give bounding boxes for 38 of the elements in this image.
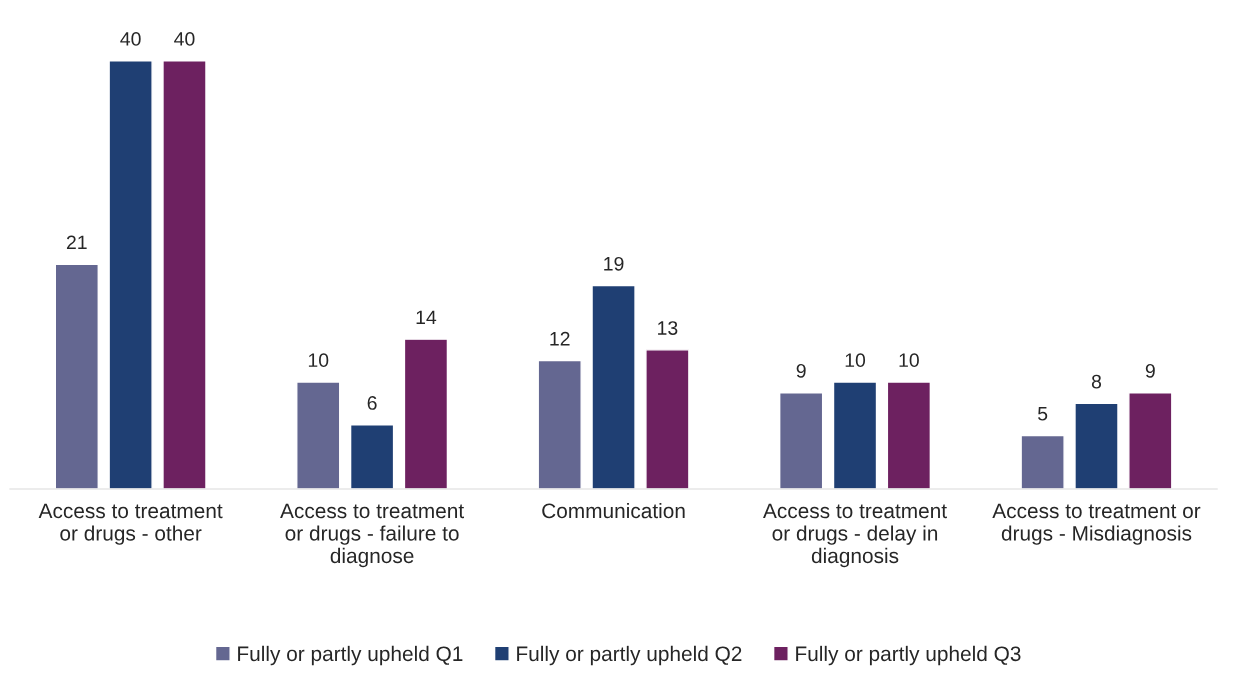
- bar: [886, 381, 932, 490]
- data-label: 13: [658, 321, 678, 335]
- legend-label: Fully or partly upheld Q2: [517, 645, 742, 666]
- bar: [832, 381, 878, 490]
- bar: [1074, 402, 1119, 490]
- data-label: 9: [1145, 363, 1155, 378]
- data-label: 14: [416, 310, 437, 325]
- x-tick-label: Access to treatment or drugs - Misdiagnosis: [992, 503, 1201, 545]
- legend-label: Fully or partly upheld Q3: [796, 645, 1021, 666]
- data-label: 21: [66, 235, 87, 250]
- data-label: 19: [604, 256, 624, 271]
- x-tick-label: Access to treatment or drugs - delay in diagnosis: [763, 503, 947, 568]
- bar: [1020, 434, 1065, 490]
- data-label: 9: [796, 363, 806, 378]
- x-tick-label: Communication: [542, 502, 685, 519]
- data-label: 10: [308, 353, 329, 368]
- data-label: 6: [367, 396, 377, 410]
- bar: [645, 349, 690, 490]
- legend-label: Fully or partly upheld Q1: [238, 645, 463, 666]
- bar: [108, 60, 153, 490]
- bar: [591, 284, 636, 490]
- bar: [403, 338, 449, 490]
- bar: [1128, 391, 1173, 490]
- x-tick-label: Access to treatment or drugs - failure to diagnose: [280, 503, 464, 568]
- bar: [162, 60, 207, 490]
- data-label: 8: [1091, 374, 1102, 389]
- data-label: 10: [845, 353, 866, 368]
- data-label: 10: [899, 353, 919, 368]
- bar: [537, 359, 582, 490]
- bar: [778, 391, 824, 490]
- data-label: 40: [174, 32, 195, 46]
- bar: [349, 424, 395, 490]
- data-label: 5: [1038, 407, 1048, 421]
- bar: [296, 381, 341, 490]
- x-tick-label: Access to treatment or drugs - other: [38, 503, 223, 545]
- bar: [54, 263, 99, 490]
- data-label: 12: [550, 331, 570, 346]
- data-label: 40: [120, 32, 141, 46]
